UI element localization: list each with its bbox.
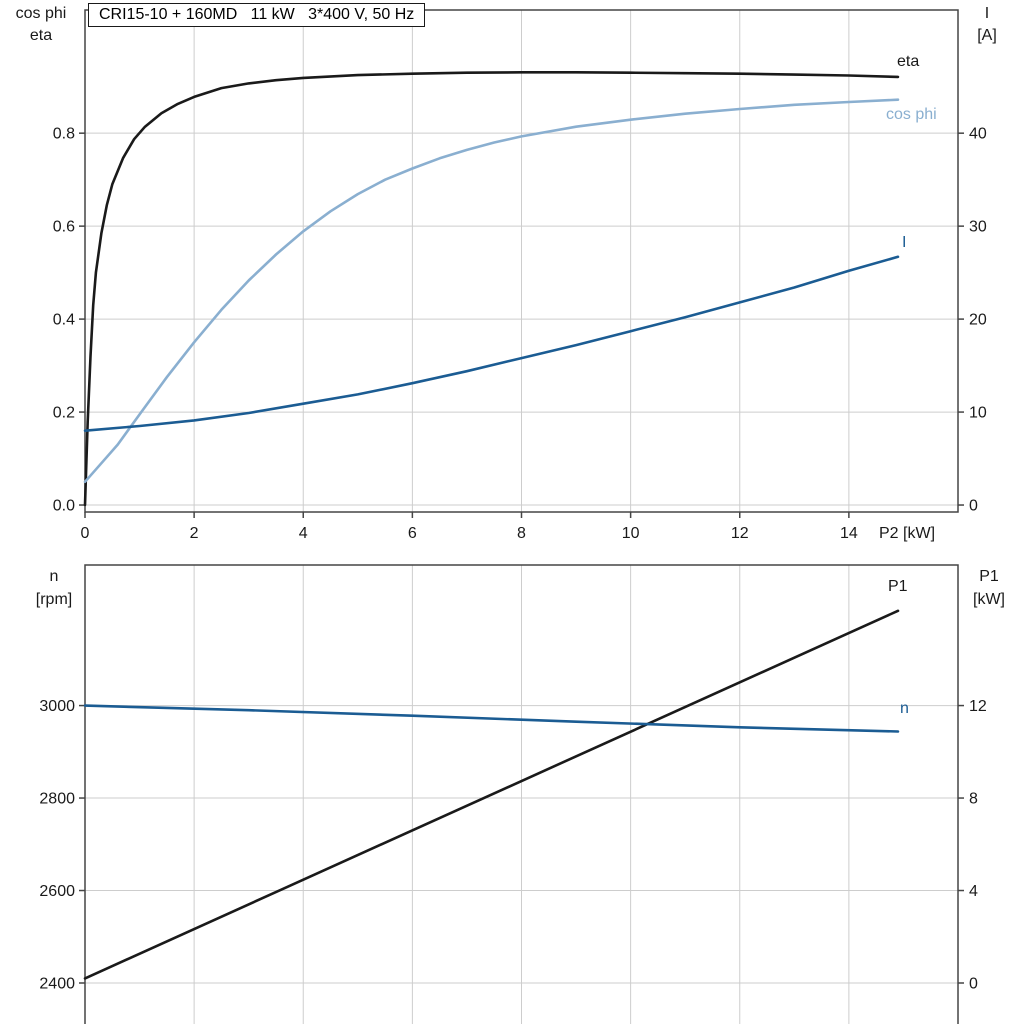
top-left-axis-title-cosphi: cos phi bbox=[15, 5, 67, 22]
svg-text:0.6: 0.6 bbox=[53, 219, 75, 236]
svg-text:2: 2 bbox=[190, 525, 199, 542]
svg-text:10: 10 bbox=[622, 525, 640, 542]
top-right-axis-title-current: I bbox=[984, 5, 990, 22]
svg-text:8: 8 bbox=[969, 791, 978, 808]
bottom-right-axis-unit-kw: [kW] bbox=[973, 591, 1005, 608]
x-axis-unit-label: P2 [kW] bbox=[879, 525, 936, 542]
svg-text:6: 6 bbox=[408, 525, 417, 542]
curve-label-current: I bbox=[902, 234, 907, 251]
svg-text:0: 0 bbox=[969, 975, 978, 992]
top-left-axis-title-eta: eta bbox=[29, 27, 53, 44]
svg-text:2400: 2400 bbox=[39, 975, 75, 992]
svg-text:0.8: 0.8 bbox=[53, 126, 75, 143]
svg-text:3000: 3000 bbox=[39, 698, 75, 715]
svg-text:12: 12 bbox=[969, 698, 987, 715]
svg-text:14: 14 bbox=[840, 525, 858, 542]
svg-text:0.2: 0.2 bbox=[53, 405, 75, 422]
top-right-axis-unit-amps: [A] bbox=[977, 27, 997, 44]
bottom-left-axis-title-speed: n bbox=[49, 568, 59, 585]
bottom-right-axis-title-p1: P1 bbox=[979, 568, 999, 585]
svg-text:12: 12 bbox=[731, 525, 749, 542]
svg-text:4: 4 bbox=[299, 525, 308, 542]
svg-text:4: 4 bbox=[969, 883, 978, 900]
curve-label-p1: P1 bbox=[888, 578, 908, 595]
svg-text:40: 40 bbox=[969, 126, 987, 143]
svg-text:20: 20 bbox=[969, 312, 987, 329]
svg-text:30: 30 bbox=[969, 219, 987, 236]
chart-title-box: CRI15-10 + 160MD 11 kW 3*400 V, 50 Hz bbox=[88, 3, 426, 27]
svg-text:2800: 2800 bbox=[39, 791, 75, 808]
curve-label-eta: eta bbox=[897, 53, 920, 70]
bottom-left-axis-unit-rpm: [rpm] bbox=[35, 591, 73, 608]
svg-text:2600: 2600 bbox=[39, 883, 75, 900]
svg-text:0.4: 0.4 bbox=[53, 312, 75, 329]
svg-text:0.0: 0.0 bbox=[53, 498, 75, 515]
curve-label-cosphi: cos phi bbox=[886, 106, 937, 123]
svg-text:0: 0 bbox=[81, 525, 90, 542]
curve-label-speed: n bbox=[900, 700, 909, 717]
svg-text:10: 10 bbox=[969, 405, 987, 422]
svg-text:0: 0 bbox=[969, 498, 978, 515]
svg-text:8: 8 bbox=[517, 525, 526, 542]
